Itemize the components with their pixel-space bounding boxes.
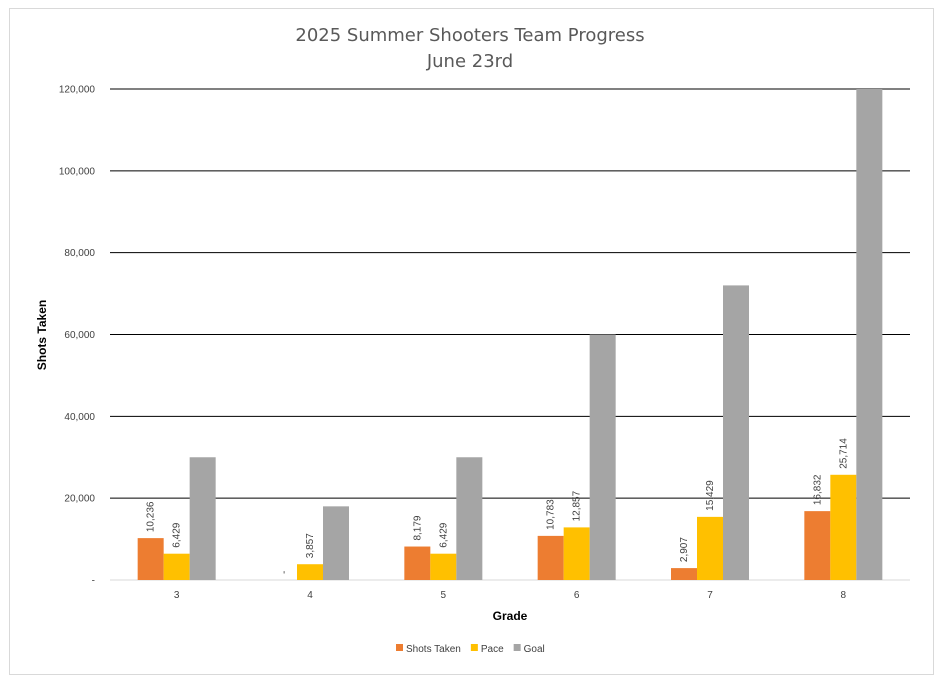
- legend-label: Goal: [524, 644, 545, 655]
- bar-goal: [456, 457, 483, 580]
- bar-shots-taken: [404, 546, 431, 580]
- y-tick-label: -: [92, 576, 95, 587]
- legend-label: Pace: [481, 644, 504, 655]
- bar-goal: [856, 89, 883, 580]
- bar-shots-taken: [137, 538, 164, 580]
- chart-subtitle: June 23rd: [426, 51, 513, 72]
- data-label: 3,857: [305, 533, 316, 558]
- legend-label: Shots Taken: [406, 644, 461, 655]
- data-label: 8,179: [412, 515, 423, 540]
- y-tick-label: 60,000: [64, 330, 95, 341]
- y-tick-label: 40,000: [64, 412, 95, 423]
- legend-swatch: [470, 644, 478, 651]
- legend-swatch: [513, 644, 521, 651]
- x-tick-label: 5: [441, 590, 447, 601]
- x-axis-ticks: 3 4 5 6 7 8: [174, 590, 847, 601]
- data-label: 12,857: [572, 490, 583, 521]
- bar-pace: [297, 564, 323, 580]
- y-tick-label: 120,000: [59, 85, 96, 96]
- y-tick-label: 100,000: [59, 166, 96, 177]
- data-labels: 10,236 6,429 - 3,857 8,179 6,429 10,783 12,857 2…: [146, 438, 850, 574]
- legend: Shots Taken Pace Goal: [396, 644, 545, 655]
- data-label: 15,429: [705, 480, 716, 511]
- x-tick-label: 6: [574, 590, 580, 601]
- bar-goal: [589, 334, 616, 580]
- data-label: 2,907: [679, 537, 690, 562]
- data-label: -: [279, 571, 290, 574]
- y-axis-ticks: - 20,000 40,000 60,000 80,000 100,000 120,000: [59, 85, 96, 587]
- x-tick-label: 3: [174, 590, 180, 601]
- y-tick-label: 80,000: [64, 248, 95, 259]
- x-tick-label: 4: [307, 590, 313, 601]
- bar-pace: [697, 516, 723, 580]
- gridlines: [110, 88, 910, 581]
- bar-pace: [163, 553, 190, 580]
- bar-goal: [323, 506, 349, 580]
- y-tick-label: 20,000: [64, 494, 95, 505]
- legend-swatch: [396, 644, 403, 651]
- bar-pace: [430, 553, 457, 580]
- bar-shots-taken: [537, 535, 564, 580]
- data-label: 25,714: [838, 438, 849, 469]
- x-tick-label: 8: [841, 590, 847, 601]
- y-axis-title: Shots Taken: [35, 300, 49, 370]
- bar-goal: [189, 457, 216, 580]
- bar-goal: [723, 285, 749, 580]
- data-label: 16,832: [812, 474, 823, 505]
- x-axis-title: Grade: [493, 609, 528, 623]
- data-label: 6,429: [438, 522, 449, 547]
- bar-pace: [830, 474, 857, 580]
- bar-shots-taken: [804, 511, 831, 580]
- chart-title: 2025 Summer Shooters Team Progress: [295, 25, 644, 46]
- bars: [137, 89, 883, 580]
- bar-shots-taken: [671, 568, 697, 580]
- data-label: 10,236: [146, 501, 157, 532]
- x-tick-label: 7: [707, 590, 713, 601]
- data-label: 6,429: [172, 522, 183, 547]
- bar-pace: [563, 527, 590, 580]
- data-label: 10,783: [546, 499, 557, 530]
